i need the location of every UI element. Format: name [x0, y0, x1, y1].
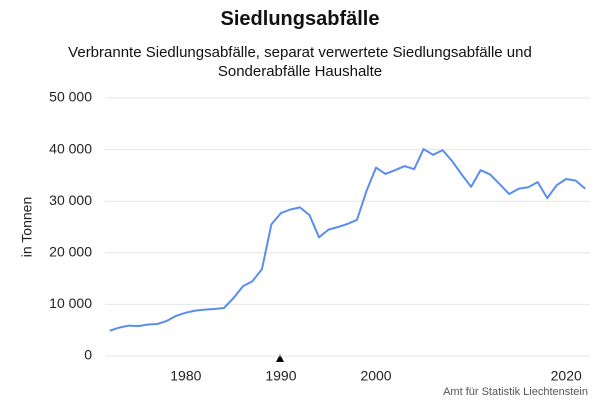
- y-tick-label: 10 000: [49, 295, 92, 311]
- chart-title: Siedlungsabfälle: [220, 8, 380, 30]
- y-tick-label: 0: [84, 347, 92, 363]
- data-line: [109, 148, 586, 332]
- y-tick-label: 50 000: [49, 89, 92, 105]
- y-tick-label: 20 000: [49, 244, 92, 260]
- axis-marker: [276, 354, 284, 362]
- x-tick-label: 2000: [360, 368, 391, 384]
- x-tick-label: 2020: [551, 368, 582, 384]
- x-tick-label: 1980: [170, 368, 201, 384]
- y-axis-label: in Tonnen: [19, 197, 35, 257]
- y-tick-label: 30 000: [49, 192, 92, 208]
- y-tick-label: 40 000: [49, 140, 92, 156]
- x-tick-label: 1990: [265, 368, 296, 384]
- chart-subtitle: Verbrannte Siedlungsabfälle, separat ver…: [68, 44, 532, 80]
- source: Amt für Statistik Liechtenstein: [443, 386, 588, 398]
